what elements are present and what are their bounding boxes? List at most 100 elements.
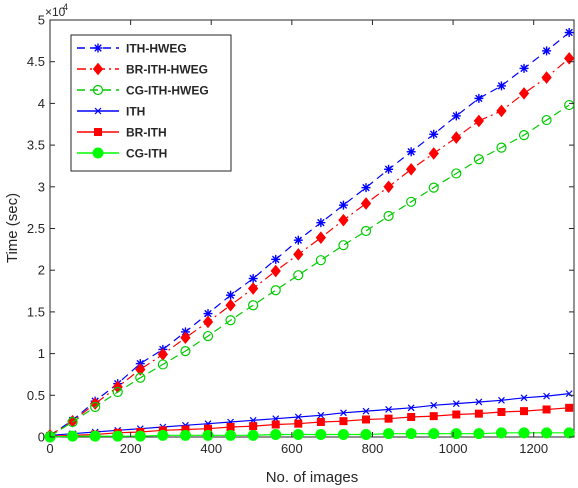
legend-marker: [93, 43, 103, 53]
data-point: [362, 407, 370, 415]
data-point: [520, 407, 529, 416]
data-point: [497, 407, 506, 416]
legend-marker: [92, 62, 104, 76]
legend-marker: [92, 84, 104, 96]
legend-label: CG-ITH: [126, 147, 167, 161]
x-tick-label: 200: [120, 441, 142, 456]
data-point: [406, 162, 417, 176]
data-point: [474, 93, 484, 103]
data-point: [293, 270, 304, 281]
data-point: [473, 114, 485, 128]
data-point: [293, 248, 304, 261]
data-point: [406, 196, 417, 207]
data-point: [134, 430, 146, 442]
legend-label: BR-ITH-HWEG: [126, 63, 208, 77]
y-tick-label: 3.5: [27, 138, 45, 153]
data-point: [541, 114, 552, 126]
data-point: [495, 427, 507, 439]
data-point: [316, 417, 325, 426]
legend-entry: BR-ITH-HWEG: [77, 63, 208, 77]
data-point: [340, 409, 347, 417]
legend-label: ITH: [126, 105, 145, 119]
data-point: [202, 429, 214, 441]
data-point: [247, 429, 259, 441]
data-point: [452, 410, 461, 419]
data-point: [518, 87, 530, 100]
data-point: [518, 427, 530, 439]
legend-marker: [94, 128, 102, 136]
data-point: [248, 282, 259, 295]
legend-label: ITH-HWEG: [126, 42, 187, 56]
y-tick-label: 0.5: [27, 388, 45, 403]
x-tick-label: 1200: [519, 441, 548, 456]
data-point: [270, 285, 281, 296]
data-point: [248, 274, 258, 284]
data-point: [225, 298, 236, 312]
y-axis-exponent: ×10: [45, 5, 66, 19]
data-point: [496, 142, 507, 153]
series-br-ith: [46, 403, 574, 441]
data-point: [67, 430, 79, 442]
data-point: [543, 392, 551, 400]
data-point: [541, 427, 553, 439]
series-line: [49, 32, 570, 436]
data-point: [542, 46, 552, 56]
data-point: [451, 111, 461, 121]
y-tick-label: 3: [38, 179, 45, 194]
data-point: [226, 422, 235, 431]
data-point: [337, 428, 349, 440]
x-tick-label: 600: [281, 441, 303, 456]
legend-entry: BR-ITH: [77, 126, 167, 140]
data-point: [293, 235, 303, 245]
data-point: [406, 147, 416, 157]
y-tick-label: 5: [38, 13, 45, 28]
data-point: [315, 255, 326, 266]
data-point: [135, 372, 146, 383]
data-point: [474, 409, 483, 418]
data-point: [430, 401, 438, 409]
legend-marker: [92, 147, 104, 159]
data-point: [383, 428, 395, 440]
data-point: [362, 415, 371, 424]
data-point: [225, 315, 236, 326]
y-axis-exponent-power: 4: [63, 2, 68, 12]
data-point: [292, 428, 304, 440]
y-tick-label: 2.5: [27, 221, 45, 236]
data-point: [89, 430, 101, 442]
data-point: [316, 218, 326, 228]
data-point: [294, 419, 303, 428]
y-tick-label: 2: [38, 263, 45, 278]
data-point: [180, 345, 191, 357]
axes: 0 200 400 600 800 1000 1200 0 0.5 1 1.5 2 2.5 3 3.5 4 4.…: [27, 13, 574, 456]
legend-label: CG-ITH-HWEG: [126, 84, 209, 98]
data-point: [496, 81, 506, 91]
data-point: [360, 225, 372, 237]
y-tick-label: 0: [38, 430, 45, 445]
data-point: [407, 404, 415, 412]
series-cg-ith: [44, 427, 575, 443]
data-point: [360, 197, 372, 210]
data-point: [542, 405, 551, 414]
x-tick-label: 1000: [439, 441, 468, 456]
data-point: [89, 397, 101, 410]
data-point: [428, 147, 439, 160]
data-point: [405, 428, 417, 440]
data-point: [563, 427, 575, 439]
y-axis-label: Time (sec): [4, 193, 21, 263]
data-point: [270, 428, 282, 440]
data-point: [564, 99, 575, 111]
x-tick-label: 800: [362, 441, 384, 456]
x-axis-label: No. of images: [266, 469, 359, 486]
data-point: [450, 428, 462, 440]
series-line: [49, 57, 570, 436]
data-point: [112, 386, 123, 398]
data-point: [518, 129, 530, 141]
data-point: [496, 104, 507, 118]
data-point: [383, 210, 394, 222]
data-point: [428, 428, 440, 440]
data-point: [315, 428, 327, 440]
x-tick-label: 0: [46, 441, 53, 456]
data-point: [249, 422, 258, 431]
data-point: [384, 164, 394, 174]
data-point: [564, 52, 575, 65]
